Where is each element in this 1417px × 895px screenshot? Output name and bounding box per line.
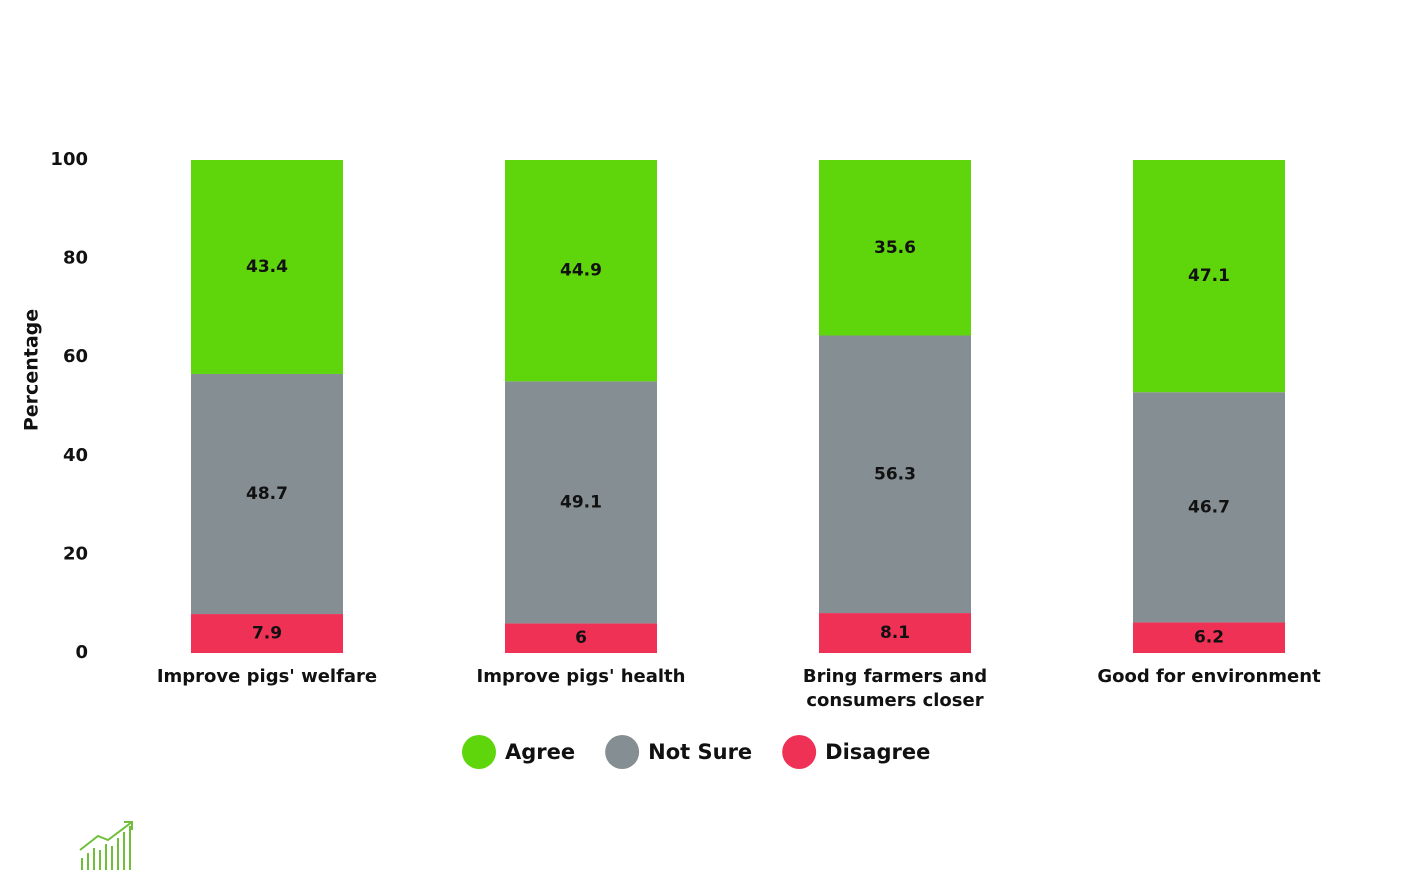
value-label: 48.7 bbox=[246, 484, 288, 504]
x-tick-label: Bring farmers and consumers closer bbox=[802, 666, 988, 711]
x-tick-label: Improve pigs' welfare bbox=[156, 666, 378, 687]
bar-segment bbox=[505, 381, 657, 624]
legend-swatch bbox=[462, 735, 496, 769]
y-tick-label: 80 bbox=[63, 248, 88, 269]
value-label: 8.1 bbox=[880, 623, 910, 643]
legend-swatch bbox=[605, 735, 640, 769]
legend-swatch bbox=[782, 735, 817, 769]
bar-segment bbox=[819, 335, 971, 614]
bar-segment bbox=[819, 613, 971, 653]
bar-segment bbox=[819, 160, 971, 336]
y-tick-label: 40 bbox=[63, 445, 88, 466]
value-label: 47.1 bbox=[1188, 266, 1230, 286]
bar-segment bbox=[505, 623, 657, 653]
value-label: 43.4 bbox=[246, 257, 288, 277]
y-tick-label: 100 bbox=[50, 149, 88, 170]
bar-segment bbox=[191, 373, 343, 615]
bar-segment bbox=[191, 160, 343, 374]
bar-segment bbox=[191, 614, 343, 653]
x-tick-label: Good for environment bbox=[1097, 666, 1321, 687]
bar-segment bbox=[1133, 392, 1285, 623]
bar-segment bbox=[1133, 160, 1285, 393]
value-label: 6 bbox=[575, 628, 587, 648]
value-label: 56.3 bbox=[874, 464, 916, 484]
value-label: 44.9 bbox=[560, 261, 602, 281]
bar-segment bbox=[505, 160, 657, 382]
value-label: 6.2 bbox=[1194, 628, 1224, 648]
value-label: 35.6 bbox=[874, 238, 916, 258]
bar-segment bbox=[1133, 622, 1285, 653]
y-tick-label: 20 bbox=[63, 543, 88, 564]
y-tick-label: 0 bbox=[75, 642, 88, 663]
y-axis-label: Percentage bbox=[21, 309, 43, 431]
logo-icon bbox=[79, 821, 133, 870]
x-tick-label: Improve pigs' health bbox=[476, 666, 686, 687]
legend-label: Disagree bbox=[825, 740, 930, 764]
legend-label: Agree bbox=[505, 740, 575, 764]
value-label: 46.7 bbox=[1188, 497, 1230, 517]
legend-label: Not Sure bbox=[648, 740, 752, 764]
y-tick-label: 60 bbox=[63, 346, 88, 367]
value-label: 49.1 bbox=[560, 492, 602, 512]
value-label: 7.9 bbox=[252, 624, 282, 644]
